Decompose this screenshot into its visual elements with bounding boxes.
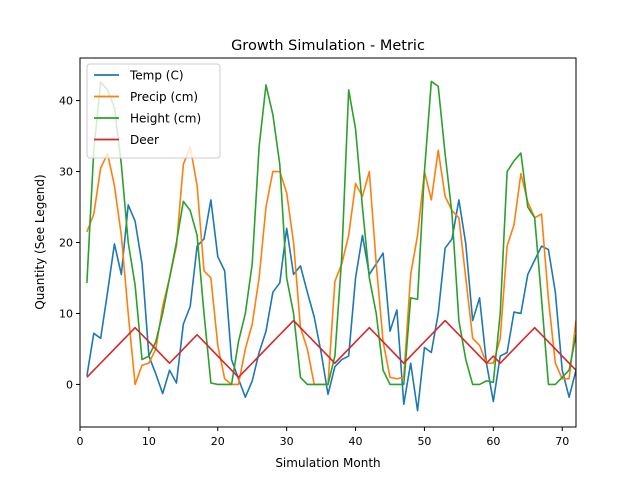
x-axis-label: Simulation Month: [275, 456, 380, 470]
series-line-temp-c: [86, 199, 576, 412]
chart-title: Growth Simulation - Metric: [231, 38, 425, 54]
legend-box: [86, 63, 221, 159]
x-tick-label: 30: [280, 435, 294, 448]
x-tick-label: 50: [417, 435, 431, 448]
x-tick-label: 60: [486, 435, 500, 448]
y-axis-label: Quantity (See Legend): [33, 174, 47, 309]
x-tick-label: 20: [211, 435, 225, 448]
legend-label-temp-c: Temp (C): [129, 69, 184, 83]
legend-label-deer: Deer: [130, 133, 159, 147]
legend: Temp (C) Precip (cm) Height (cm) Deer: [86, 63, 221, 159]
series-line-deer: [86, 319, 576, 379]
y-axis: 0 10 20 30 40: [59, 95, 80, 391]
y-tick-label: 10: [59, 307, 73, 320]
y-tick-label: 20: [59, 237, 73, 250]
series-line-height-cm: [86, 80, 576, 386]
plot-area: [79, 57, 577, 428]
x-tick-label: 40: [349, 435, 363, 448]
legend-label-precip-cm: Precip (cm): [130, 90, 198, 104]
series-layer: [86, 80, 576, 412]
y-tick-label: 30: [59, 166, 73, 179]
y-tick-label: 0: [66, 378, 73, 391]
x-axis: 0 10 20 30 40 50 60 70: [77, 427, 569, 448]
x-tick-label: 0: [77, 435, 84, 448]
legend-label-height-cm: Height (cm): [130, 112, 201, 126]
x-tick-label: 10: [142, 435, 156, 448]
x-tick-label: 70: [555, 435, 569, 448]
y-tick-label: 40: [59, 95, 73, 108]
